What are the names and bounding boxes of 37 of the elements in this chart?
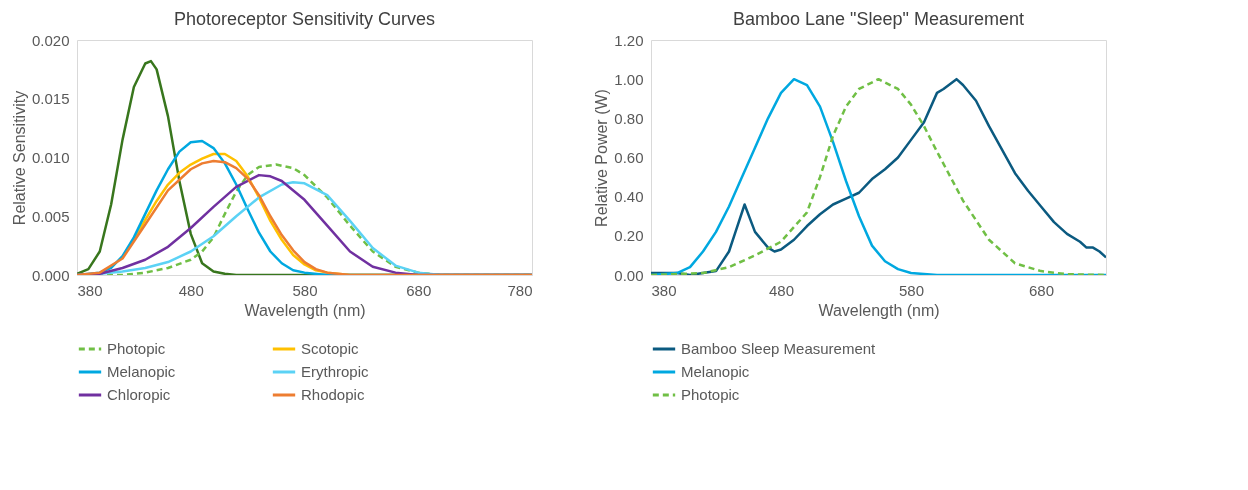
y-tick-label: 0.80: [614, 109, 644, 127]
legend-label: Photopic: [107, 340, 166, 357]
y-tick-label: 1.00: [614, 70, 644, 88]
x-tick-label: 480: [178, 281, 204, 299]
legend-label: Melanopic: [107, 363, 176, 380]
x-tick-label: 780: [507, 281, 533, 299]
y-tick-label: 0.60: [614, 149, 644, 166]
line-series: [651, 77, 1106, 275]
y-tick-label: 1.20: [614, 31, 644, 49]
y-tick-label: 0.015: [31, 90, 70, 108]
y-tick-label: 0.000: [31, 266, 70, 284]
x-tick-label: 380: [77, 281, 103, 299]
y-axis-title: Relative Power (W): [593, 89, 611, 227]
x-axis-title: Wavelength (nm): [818, 301, 940, 319]
legend-label: Chloropic: [107, 386, 171, 403]
x-tick-label: 480: [768, 281, 795, 299]
x-axis-title: Wavelength (nm): [244, 301, 366, 319]
y-axis-title: Relative Sensitivity: [10, 90, 28, 226]
y-tick-label: 0.005: [31, 207, 70, 225]
y-tick-label: 0.020: [31, 31, 70, 49]
x-tick-label: 680: [406, 281, 432, 299]
chart-title: Photoreceptor Sensitivity Curves: [173, 9, 436, 29]
y-tick-label: 0.40: [614, 188, 644, 206]
chart-title: Bamboo Lane "Sleep" Measurement: [733, 9, 1024, 29]
legend-label: Scotopic: [301, 340, 360, 357]
x-tick-label: 380: [651, 281, 677, 299]
legend-label: Rhodopic: [301, 386, 365, 403]
y-tick-label: 0.00: [614, 266, 644, 284]
legend-label: Photopic: [681, 386, 740, 403]
x-tick-label: 580: [898, 281, 925, 299]
legend-label: Melanopic: [681, 363, 750, 380]
legend-label: Bamboo Sleep Measurement: [681, 340, 877, 357]
legend-label: Erythropic: [301, 363, 370, 380]
y-tick-label: 0.20: [614, 227, 644, 245]
y-tick-label: 0.010: [31, 149, 70, 166]
x-tick-label: 580: [292, 281, 318, 299]
x-tick-label: 680: [1028, 281, 1055, 299]
